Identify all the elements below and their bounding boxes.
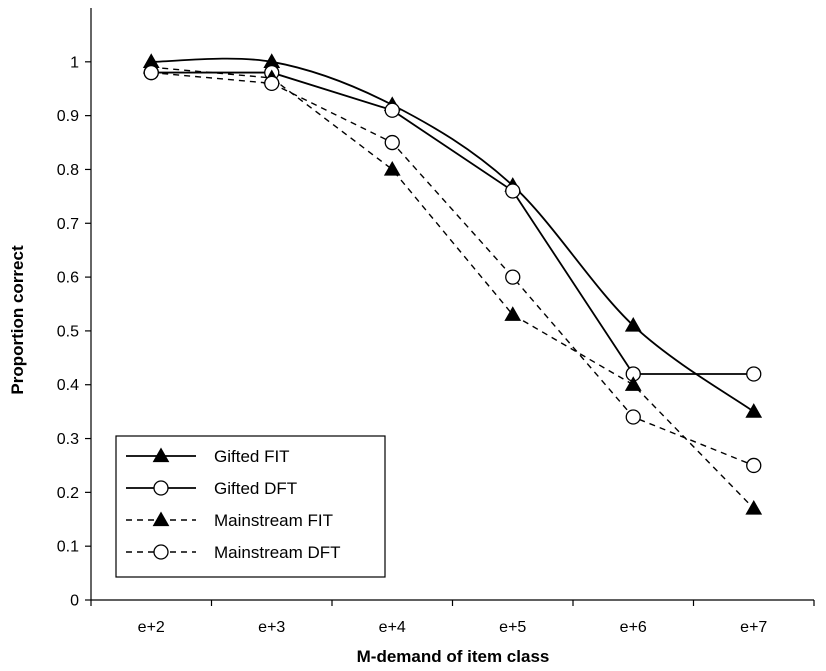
series-line: [151, 71, 754, 375]
y-tick-label: 0.3: [57, 431, 79, 448]
series-line: [151, 57, 755, 413]
data-point: [143, 64, 159, 81]
y-tick-label: 0.8: [57, 162, 79, 179]
series-2: [142, 58, 763, 515]
legend: Gifted FIT Gifted DFT Mainstream FIT Mainst…: [115, 435, 386, 578]
legend-label: Gifted FIT: [214, 447, 290, 466]
data-point: [624, 376, 642, 391]
series-layer: [142, 53, 763, 515]
legend-marker: [153, 544, 169, 560]
y-tick-label: 1: [70, 54, 79, 71]
x-tick-label: e+3: [258, 619, 285, 636]
y-tick-label: 0.5: [57, 323, 79, 340]
series-0: [142, 53, 763, 418]
legend-marker: [152, 447, 170, 463]
data-point: [624, 317, 642, 332]
data-point: [625, 409, 641, 425]
data-point: [505, 183, 521, 199]
legend-label: Gifted DFT: [214, 479, 297, 498]
x-axis-title: M-demand of item class: [357, 647, 550, 666]
data-point: [383, 160, 401, 176]
legend-marker: [153, 480, 169, 496]
legend-label: Mainstream FIT: [214, 511, 333, 530]
y-tick-label: 0.6: [57, 270, 79, 287]
x-tick-label: e+7: [740, 619, 767, 636]
data-point: [504, 306, 522, 321]
series-line: [151, 66, 755, 509]
series-1: [143, 64, 762, 382]
y-axis-ticks: 0 0.1 0.2 0.3 0.4 0.5 0.6 0.7 0.8 0.9 1: [57, 54, 91, 610]
y-tick-label: 0.7: [57, 216, 79, 233]
data-point: [745, 403, 763, 418]
y-axis-title: Proportion correct: [8, 245, 27, 395]
x-tick-label: e+6: [620, 619, 647, 636]
series-line: [151, 71, 755, 467]
series-3: [143, 64, 762, 474]
data-point: [746, 366, 762, 382]
x-tick-label: e+4: [379, 619, 406, 636]
data-point: [384, 102, 400, 118]
data-point: [384, 134, 400, 151]
data-point: [745, 500, 763, 515]
x-tick-label: e+5: [499, 619, 526, 636]
y-tick-label: 0.1: [57, 539, 79, 556]
data-point: [746, 457, 762, 474]
x-axis-ticks: e+2 e+3 e+4 e+5 e+6 e+7: [90, 600, 815, 636]
y-tick-label: 0.9: [57, 108, 79, 125]
legend-label: Mainstream DFT: [214, 543, 341, 562]
x-tick-label: e+2: [138, 619, 165, 636]
legend-marker: [152, 511, 170, 527]
y-tick-label: 0.4: [57, 377, 79, 394]
y-tick-label: 0: [70, 593, 79, 610]
data-point: [264, 75, 280, 91]
y-tick-label: 0.2: [57, 485, 79, 502]
data-point: [505, 269, 521, 285]
